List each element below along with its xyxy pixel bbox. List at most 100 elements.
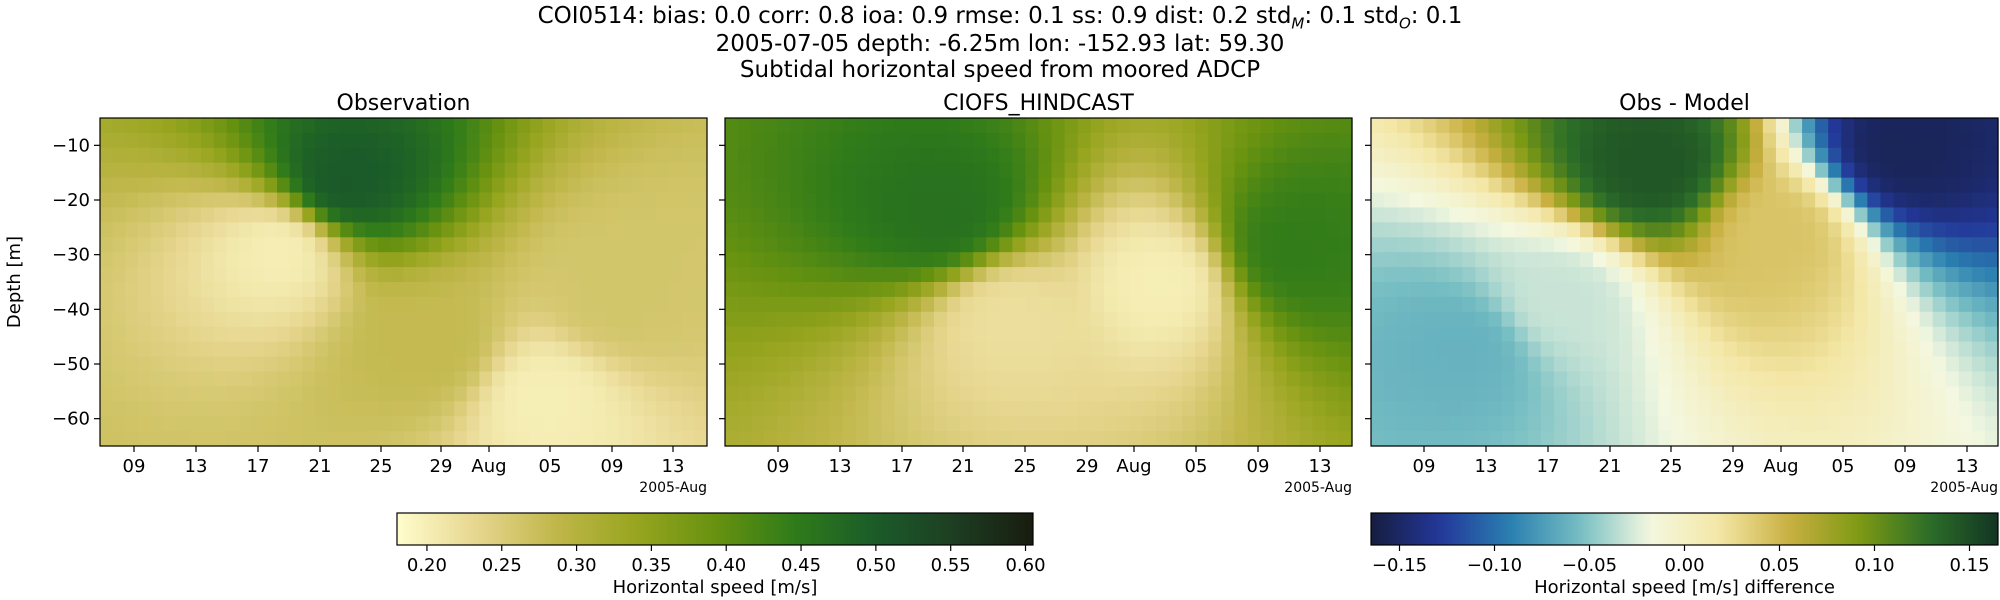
axes-frame [99, 117, 708, 447]
heatmap-cell [239, 237, 253, 253]
heatmap-cell [1932, 267, 1947, 283]
heatmap-cell [764, 177, 778, 194]
heatmap-cell [542, 341, 556, 358]
heatmap-cell [251, 356, 265, 373]
heatmap-cell [777, 252, 791, 268]
heatmap-cell [1064, 162, 1079, 179]
heatmap-cell [725, 386, 739, 402]
heatmap-cell [631, 356, 645, 373]
heatmap-cell [150, 356, 164, 373]
heatmap-cell [894, 341, 909, 358]
heatmap-cell [751, 132, 765, 149]
heatmap-cell [239, 431, 253, 447]
heatmap-cell [1129, 431, 1144, 447]
heatmap-cell [790, 267, 804, 283]
heatmap-cell [920, 192, 935, 209]
heatmap-cell [213, 431, 228, 447]
heatmap-cell [973, 386, 987, 402]
heatmap-cell [1815, 386, 1829, 402]
heatmap-cell [1051, 207, 1066, 223]
heatmap-cell [1475, 207, 1490, 223]
heatmap-cell [1815, 177, 1829, 194]
heatmap-cell [1195, 118, 1209, 134]
heatmap-cell [1234, 311, 1249, 328]
heatmap-cell [1984, 282, 1999, 298]
heatmap-cell [934, 356, 948, 373]
heatmap-cell [855, 192, 870, 209]
heatmap-cell [1593, 416, 1607, 432]
heatmap-cell [1247, 252, 1262, 268]
heatmap-cell [631, 252, 645, 268]
heatmap-cell [1527, 356, 1542, 373]
heatmap-cell [842, 386, 857, 402]
heatmap-cell [1475, 192, 1490, 209]
heatmap-cell [1815, 267, 1829, 283]
heatmap-cell [1436, 192, 1450, 209]
heatmap-cell [1958, 118, 1973, 134]
heatmap-cell [479, 147, 493, 164]
heatmap-cell [1025, 147, 1040, 164]
heatmap-cell [327, 326, 341, 343]
heatmap-cell [1103, 386, 1118, 402]
heatmap-cell [1234, 282, 1249, 298]
heatmap-cell [643, 118, 658, 134]
heatmap-cell [251, 147, 265, 164]
heatmap-cell [681, 177, 695, 194]
heatmap-cell [618, 371, 632, 387]
heatmap-cell [1077, 416, 1092, 432]
heatmap-cell [1762, 147, 1777, 164]
heatmap-cell [1208, 296, 1222, 313]
heatmap-cell [1984, 416, 1999, 432]
heatmap-cell [1984, 222, 1999, 238]
heatmap-cell [1632, 177, 1646, 194]
stats-text: COI0514: bias: 0.0 corr: 0.8 ioa: 0.9 rm… [537, 3, 1292, 29]
heatmap-cell [1710, 326, 1725, 343]
heatmap-cell [1880, 132, 1895, 149]
heatmap-cell [1906, 401, 1921, 417]
heatmap-cell [920, 282, 935, 298]
heatmap-cell [1645, 207, 1659, 223]
heatmap-cell [1488, 118, 1503, 134]
heatmap-cell [1867, 252, 1882, 268]
heatmap-cell [264, 341, 278, 358]
heatmap-cell [1710, 431, 1725, 447]
heatmap-cell [1828, 132, 1842, 149]
heatmap-cell [1841, 296, 1855, 313]
heatmap-cell [1156, 192, 1170, 209]
heatmap-cell [112, 192, 126, 209]
heatmap-cell [188, 356, 202, 373]
heatmap-cell [1893, 356, 1908, 373]
heatmap-cell [1338, 177, 1353, 194]
heatmap-cell [894, 207, 909, 223]
heatmap-cell [1945, 431, 1960, 447]
heatmap-cell [1789, 132, 1803, 149]
y-tick-label: −20 [52, 190, 90, 211]
heatmap-cell [1286, 267, 1301, 283]
heatmap-cell [1919, 252, 1934, 268]
heatmap-cell [327, 147, 341, 164]
heatmap-cell [1971, 326, 1986, 343]
heatmap-cell [580, 401, 594, 417]
heatmap-cell [1958, 416, 1973, 432]
heatmap-cell [1841, 326, 1855, 343]
heatmap-cell [1736, 296, 1751, 313]
heatmap-cell [1038, 162, 1053, 179]
heatmap-cell [428, 222, 443, 238]
heatmap-cell [1527, 267, 1542, 283]
heatmap-cell [365, 371, 379, 387]
heatmap-cell [327, 386, 341, 402]
heatmap-cell [947, 132, 961, 149]
heatmap-cell [542, 237, 556, 253]
heatmap-cell [150, 416, 164, 432]
heatmap-cell [764, 147, 778, 164]
heatmap-cell [492, 341, 506, 358]
heatmap-cell [1221, 118, 1236, 134]
heatmap-cell [1038, 177, 1053, 194]
heatmap-cell [175, 282, 190, 298]
heatmap-cell [112, 237, 126, 253]
heatmap-cell [201, 147, 215, 164]
heatmap-cell [1789, 356, 1803, 373]
heatmap-cell [631, 431, 645, 447]
x-tick-label: 17 [247, 456, 270, 477]
heatmap-cell [1129, 132, 1144, 149]
